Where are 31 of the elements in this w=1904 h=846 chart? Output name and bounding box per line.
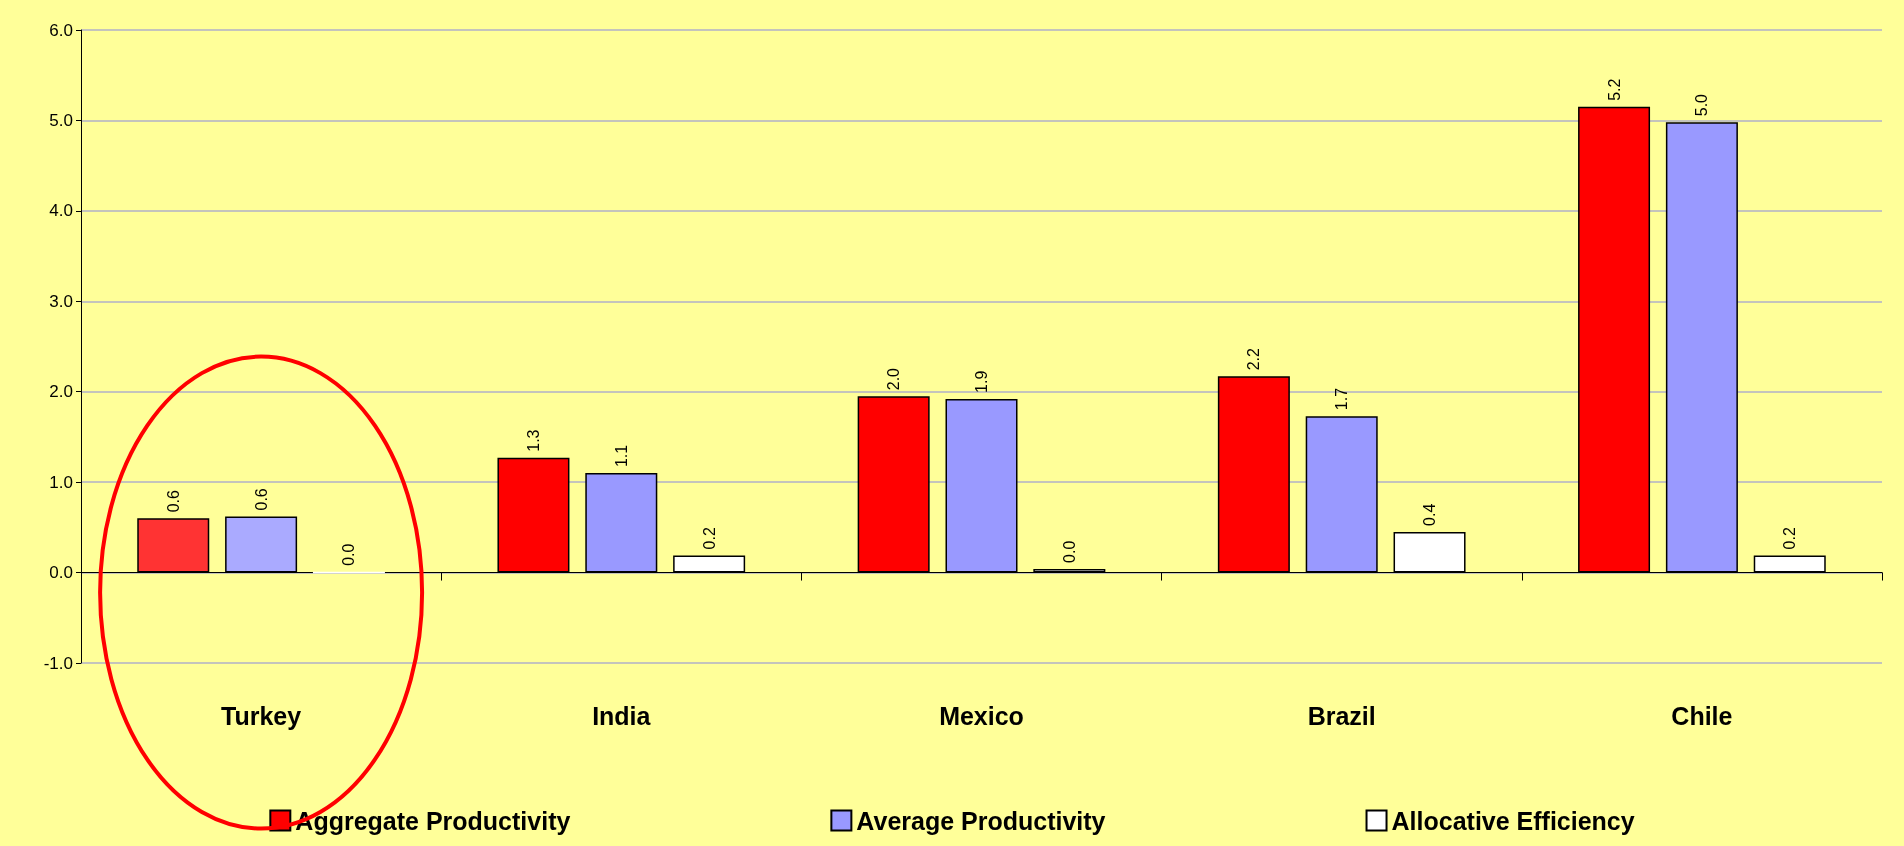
data-label: 0.0 <box>1060 540 1078 563</box>
y-tick-label: 1.0 <box>49 472 73 492</box>
data-label: 0.6 <box>164 489 182 513</box>
data-label: 2.0 <box>885 367 903 391</box>
data-label: 0.6 <box>252 488 270 511</box>
legend-label: Allocative Efficiency <box>1391 806 1635 835</box>
y-tick-label: 2.0 <box>49 382 73 402</box>
y-tick-label: 4.0 <box>49 201 73 221</box>
x-tick-label: Chile <box>1671 701 1733 730</box>
data-label: 0.4 <box>1421 503 1439 526</box>
data-label: 0.0 <box>340 543 358 566</box>
y-tick-label: 5.0 <box>49 110 73 130</box>
y-tick-label: -1.0 <box>43 653 73 673</box>
data-label: 1.3 <box>524 429 542 452</box>
data-label: 1.1 <box>612 444 630 468</box>
data-label: 1.7 <box>1333 387 1351 411</box>
x-tick-label: Brazil <box>1307 701 1376 730</box>
legend-label: Average Productivity <box>856 806 1106 835</box>
y-tick-label: 0.0 <box>49 563 73 583</box>
x-tick-label: Mexico <box>939 701 1024 730</box>
data-label: 1.9 <box>973 370 990 393</box>
x-tick-label: India <box>592 701 652 730</box>
data-label: 0.2 <box>1781 527 1799 550</box>
data-label: 5.2 <box>1605 78 1623 101</box>
y-tick-label: 6.0 <box>49 20 73 40</box>
legend-label: Aggregate Productivity <box>295 806 571 835</box>
y-tick-label: 3.0 <box>49 291 73 311</box>
x-tick-label: Turkey <box>221 701 302 730</box>
data-label: 2.2 <box>1245 348 1263 371</box>
data-label: 0.2 <box>700 527 718 550</box>
data-label: 5.0 <box>1693 93 1711 117</box>
